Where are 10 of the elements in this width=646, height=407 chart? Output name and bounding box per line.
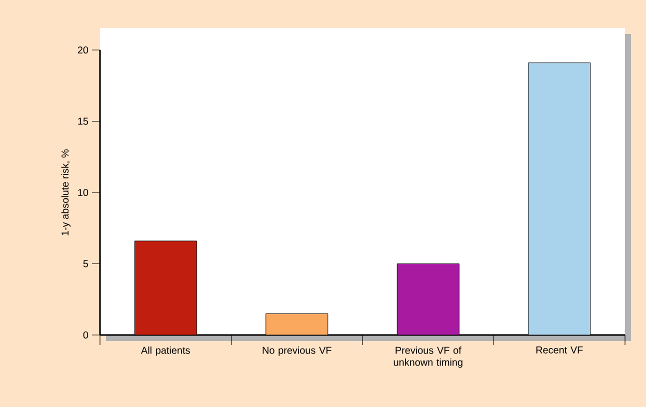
x-tick-label: All patients	[141, 346, 190, 356]
y-tick-label: 15	[78, 118, 88, 125]
y-tick-label: 20	[78, 46, 88, 54]
x-tick-label: No previous VF	[262, 346, 332, 356]
y-tick-label: 10	[78, 188, 88, 196]
y-tick-label: 0	[83, 331, 88, 339]
x-tick-label: Previous VF of unknown timing	[394, 346, 462, 368]
y-axis-title: 1-y absolute risk, %	[61, 149, 71, 236]
x-tick-label: Recent VF	[536, 346, 583, 354]
y-tick-label: 5	[83, 260, 88, 268]
